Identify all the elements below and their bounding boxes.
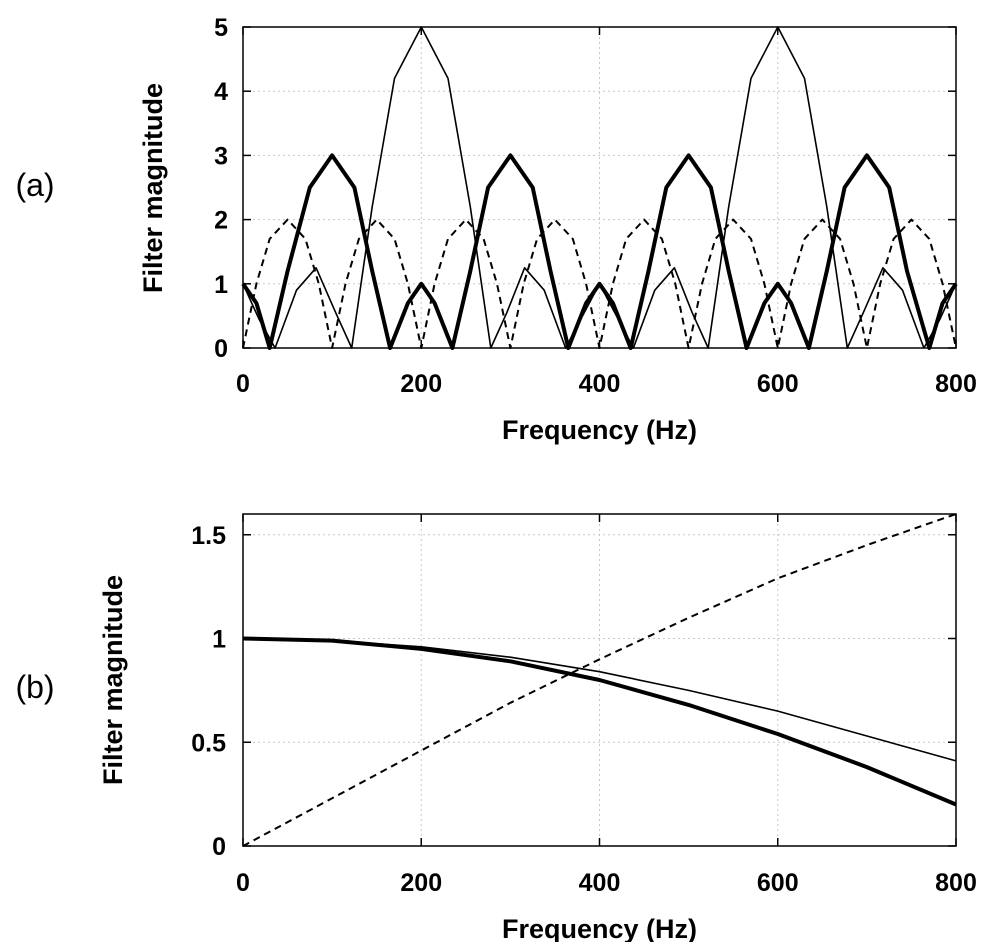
x-tick-label: 600 xyxy=(757,370,799,398)
y-tick-label: 5 xyxy=(214,14,228,42)
x-tick-label: 0 xyxy=(236,869,250,897)
x-tick-label: 600 xyxy=(757,869,799,897)
y-tick-label: 1 xyxy=(214,271,228,299)
y-tick-label: 1.5 xyxy=(191,522,226,550)
series-dashed-line xyxy=(242,513,957,847)
y-tick-label: 0 xyxy=(212,833,226,861)
x-axis-title: Frequency (Hz) xyxy=(502,914,697,942)
y-tick-label: 1 xyxy=(212,626,226,654)
panel-a-chart: 0 200 400 600 800 0 1 2 3 4 5 Frequency (Hz) Filter … xyxy=(15,14,976,445)
x-tick-label: 800 xyxy=(935,370,977,398)
y-axis-title: Filter magnitude xyxy=(98,575,128,785)
y-tick-label: 0.5 xyxy=(191,729,226,757)
series-thin-solid-line xyxy=(242,26,957,349)
panel-label: (b) xyxy=(15,669,54,705)
x-axis-title: Frequency (Hz) xyxy=(502,415,697,445)
x-tick-label: 400 xyxy=(579,869,621,897)
y-axis-title: Filter magnitude xyxy=(138,83,168,293)
y-tick-label: 3 xyxy=(214,142,228,170)
x-tick-label: 200 xyxy=(400,869,442,897)
x-tick-label: 800 xyxy=(935,869,977,897)
series-thin-solid-line xyxy=(242,637,957,762)
panel-label: (a) xyxy=(15,167,54,203)
x-tick-label: 400 xyxy=(579,370,621,398)
y-tick-label: 0 xyxy=(214,335,228,363)
y-tick-label: 2 xyxy=(214,207,228,235)
x-tick-label: 0 xyxy=(236,370,250,398)
series-thick-solid-line xyxy=(241,153,958,350)
x-tick-label: 200 xyxy=(400,370,442,398)
panel-b-chart: 0 200 400 600 800 0 0.5 1 1.5 Frequency (Hz) Filte… xyxy=(15,513,977,942)
y-tick-label: 4 xyxy=(214,78,228,106)
